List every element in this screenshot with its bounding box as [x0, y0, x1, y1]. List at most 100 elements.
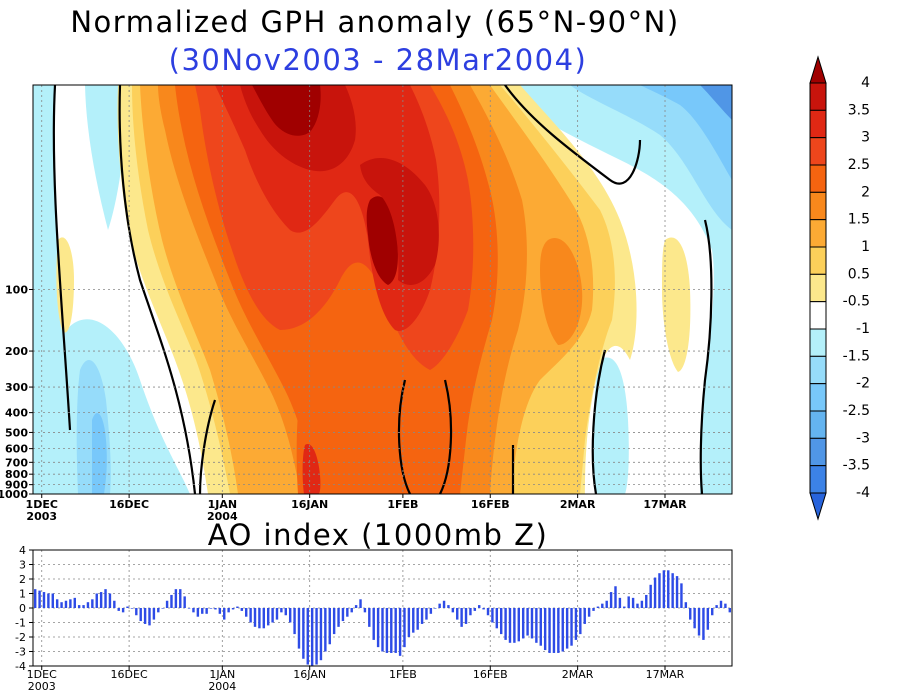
colorbar: 4 3.5 3 2.5 2 1.5 1 0.5 -0.5 -1 -1.5 -2 -2.5 -3 -3.5 -4 [809, 55, 870, 521]
colorbar-label: -1 [856, 321, 870, 337]
ao-bar [557, 608, 560, 653]
ao-bar [346, 608, 349, 617]
ao-bar [667, 570, 670, 608]
ao-bar [535, 608, 538, 643]
zero-contour-7 [591, 349, 607, 494]
ao-bar [271, 608, 274, 623]
ao-bar [315, 608, 318, 665]
ao-bar [201, 608, 204, 614]
ao-bar [552, 608, 556, 653]
ao-bar [482, 608, 485, 610]
heatmap-x-tick-label: 16DEC [109, 498, 149, 511]
ao-bar [728, 608, 732, 613]
ao-bar [266, 608, 270, 626]
ao-bar [601, 603, 604, 608]
ao-bar [174, 589, 178, 608]
zero-contour-3 [198, 399, 217, 494]
heatmap-x-tick-label: 17MAR [643, 498, 687, 511]
ao-bar [108, 593, 112, 608]
ao-bar [513, 608, 516, 643]
ao-bar [236, 606, 239, 608]
contour-fill-neg-dec-top [85, 85, 126, 230]
colorbar-label: 0.5 [848, 266, 870, 282]
ao-bar [456, 608, 459, 620]
colorbar-label: -0.5 [843, 294, 870, 310]
contour-fill-neg-mar-low [593, 357, 629, 494]
colorbar-label: -2 [856, 376, 870, 392]
ao-bar [464, 608, 468, 624]
colorbar-label: 1 [861, 239, 870, 255]
ao-x-tick-label: 1FEB [389, 668, 417, 681]
ao-bar [368, 608, 371, 627]
ao-bar [33, 589, 37, 608]
heatmap-title: Normalized GPH anomaly (65°N-90°N) [70, 5, 679, 39]
ao-bar [165, 600, 169, 608]
ao-x-tick-label: 16DEC [111, 668, 148, 681]
ao-bar [69, 599, 72, 608]
colorbar-label: -4 [856, 485, 870, 501]
ao-bar [609, 592, 613, 608]
colorbar-label: 4 [861, 75, 870, 91]
heatmap-x-tick-label: 16FEB [471, 498, 510, 511]
colorbar-swatch [809, 410, 827, 439]
ao-x-tick-label: 2MAR [562, 668, 594, 681]
ao-y-tick-label: 2 [19, 573, 26, 586]
colorbar-swatch [809, 273, 827, 303]
ao-bar [447, 605, 450, 608]
ao-bar [113, 600, 116, 608]
ao-bar [587, 608, 591, 617]
zero-contour-5 [439, 379, 453, 494]
ao-bar [412, 608, 415, 633]
contour-fill-neg-dec-inner [92, 412, 107, 494]
zero-contour-6 [504, 85, 642, 185]
ao-bar [179, 589, 182, 608]
ao-bar [288, 608, 292, 623]
ao-bar [293, 608, 296, 635]
ao-bar [719, 600, 723, 608]
ao-bar [306, 608, 309, 665]
ao-bar [645, 594, 648, 608]
ao-bar [38, 590, 41, 608]
colorbar-swatch [809, 383, 827, 412]
ao-bar [517, 608, 520, 642]
contour-fill-neg-mar-core [640, 85, 732, 180]
ao-bar [508, 608, 512, 643]
colorbar-swatch [809, 437, 827, 467]
ao-bar [579, 608, 582, 635]
ao-bar [139, 608, 142, 622]
ao-bar [526, 608, 529, 636]
ao-bar [671, 573, 674, 608]
heatmap-x-tick-label: 16JAN [291, 498, 328, 511]
ao-bar [605, 600, 608, 608]
heatmap-subtitle: (30Nov2003 - 28Mar2004) [169, 43, 588, 77]
ao-x-tick-label: 1DEC [27, 668, 57, 681]
ao-bar [214, 608, 217, 610]
ao-bar [240, 608, 244, 611]
ao-bar [245, 608, 248, 617]
ao-bar [209, 608, 213, 609]
ao-bar [170, 594, 173, 608]
ao-x-tick-label: 17MAR [646, 668, 685, 681]
ao-x-tick-label: 1JAN [209, 668, 235, 681]
heatmap-gridlines [33, 85, 732, 494]
contour-fill-4_0-jan [252, 85, 321, 136]
ao-bar [148, 608, 151, 626]
ao-bar [376, 608, 380, 648]
colorbar-swatch [809, 82, 827, 111]
heatmap-y-tick-label: 200 [5, 345, 28, 358]
colorbar-swatch [809, 191, 827, 221]
heatmap-x-tick-label: 2MAR [560, 498, 596, 511]
ao-bar [451, 608, 455, 613]
ao-bar [218, 608, 222, 614]
zero-contour-8 [699, 219, 713, 494]
colorbar-swatch [809, 164, 827, 193]
ao-bar [337, 608, 340, 627]
heatmap-x-tick-label: 1JAN [208, 498, 237, 511]
ao-bar [104, 589, 107, 608]
ao-bar [82, 605, 85, 608]
ao-bar [574, 608, 578, 640]
ao-x-tick-label: 16JAN [293, 668, 326, 681]
ao-bar [636, 603, 639, 608]
